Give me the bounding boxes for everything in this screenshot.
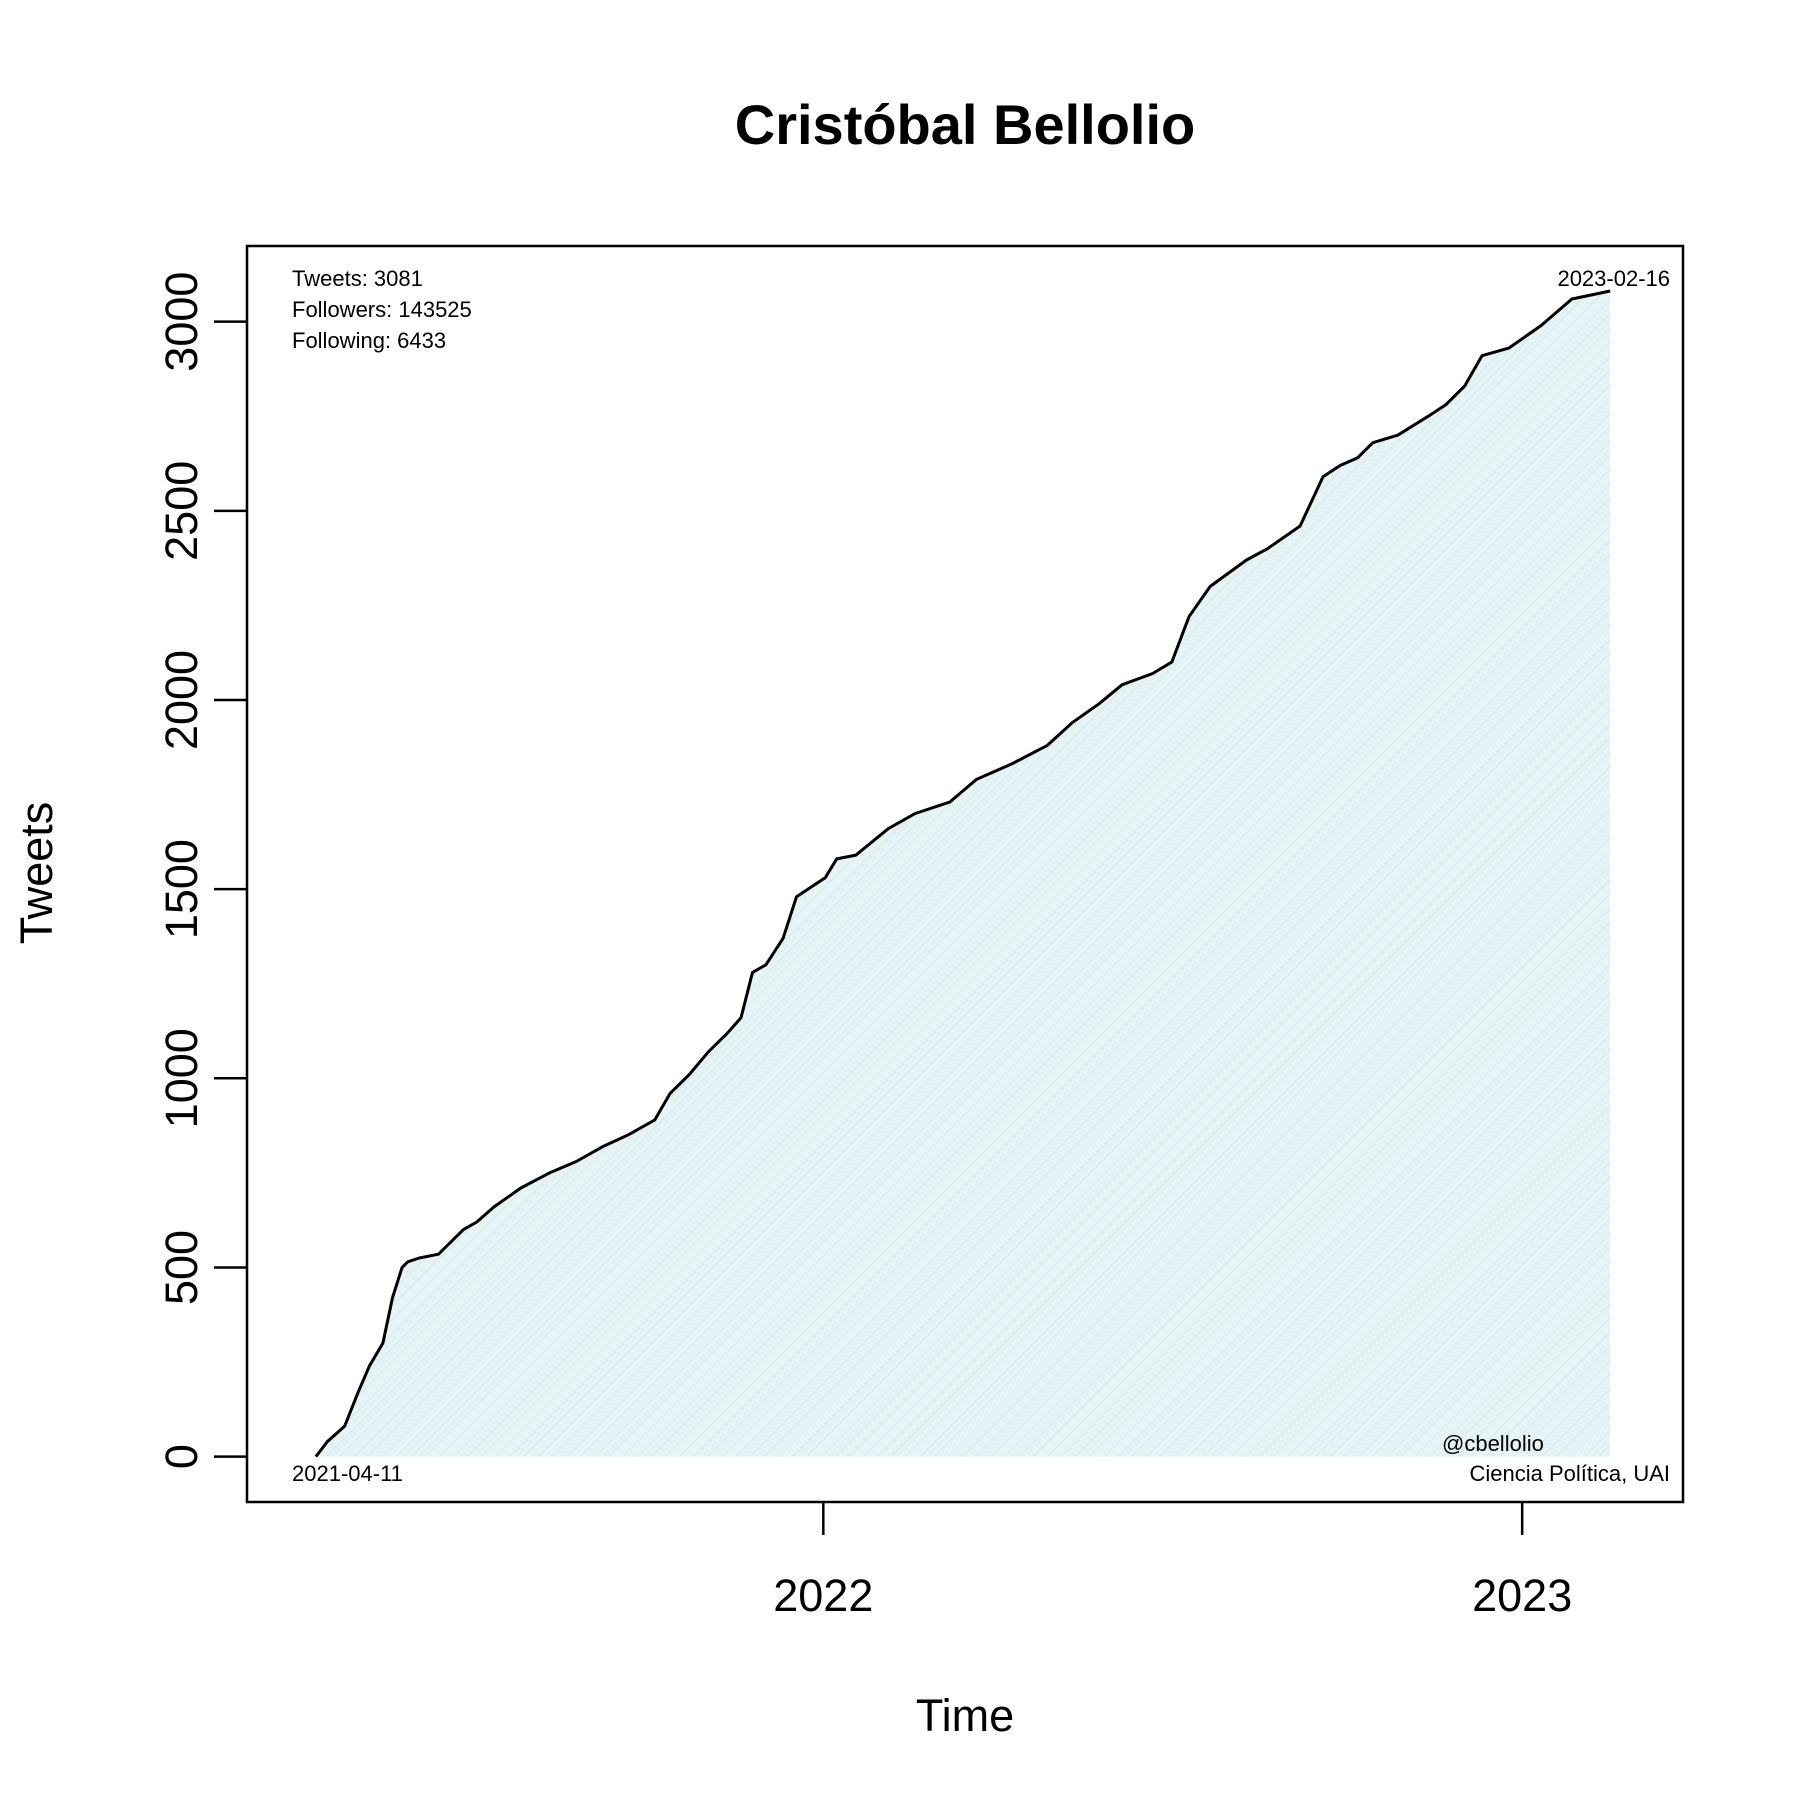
handle-annotation: @cbellolio — [1442, 1431, 1544, 1456]
end-date-annotation: 2023-02-16 — [1557, 266, 1670, 291]
start-date-annotation: 2021-04-11 — [292, 1461, 403, 1486]
y-axis-label: Tweets — [11, 802, 62, 945]
followers-count-annotation: Followers: 143525 — [292, 297, 472, 322]
y-tick-label: 1500 — [156, 839, 207, 939]
y-tick-label: 2500 — [156, 461, 207, 561]
tweets-cumulative-line — [314, 289, 1611, 1458]
plot-frame — [245, 244, 1685, 1504]
affiliation-annotation: Ciencia Política, UAI — [1469, 1461, 1670, 1486]
x-tick-label: 2022 — [773, 1570, 873, 1621]
y-tick-label: 0 — [156, 1444, 207, 1469]
following-count-annotation: Following: 6433 — [292, 328, 446, 353]
chart-title: Cristóbal Bellolio — [735, 93, 1196, 156]
tweets-area-hatch — [315, 291, 1611, 1457]
x-tick-label: 2023 — [1472, 1570, 1572, 1621]
x-axis-label: Time — [916, 1690, 1014, 1741]
y-tick-label: 1000 — [156, 1028, 207, 1128]
tweets-count-annotation: Tweets: 3081 — [292, 266, 423, 291]
y-tick-label: 500 — [156, 1230, 207, 1305]
y-tick-label: 2000 — [156, 650, 207, 750]
y-tick-label: 3000 — [156, 272, 207, 372]
